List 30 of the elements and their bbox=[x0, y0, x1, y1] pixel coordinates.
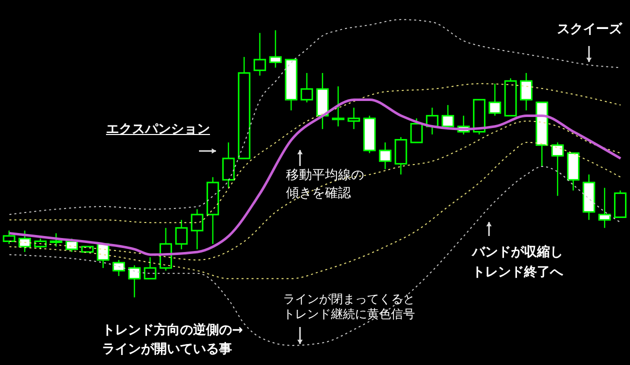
candlestick bbox=[551, 142, 564, 196]
annotation: バンドが収縮し bbox=[472, 245, 563, 261]
annotation: 傾きを確認 bbox=[286, 186, 351, 202]
candlestick bbox=[112, 259, 126, 277]
text: トレンド継続に黄色信号 bbox=[283, 307, 415, 322]
candlestick bbox=[222, 142, 235, 188]
annotation: ラインが閉まってくると bbox=[283, 292, 415, 306]
candlestick bbox=[128, 264, 141, 298]
candlestick bbox=[175, 219, 188, 250]
annotation: トレンド終了へ bbox=[472, 265, 563, 281]
candlestick bbox=[410, 118, 423, 144]
candlestick bbox=[488, 83, 502, 116]
annotation: 移動平均線の bbox=[286, 168, 364, 184]
candlestick bbox=[269, 30, 282, 68]
candlestick bbox=[520, 72, 532, 111]
text: トレンド方向の逆側の→ bbox=[102, 323, 243, 339]
candlestick bbox=[190, 208, 204, 250]
candlestick bbox=[18, 230, 31, 253]
candlestick bbox=[144, 256, 156, 280]
candlestick bbox=[378, 142, 392, 170]
candlestick bbox=[332, 86, 344, 128]
candlestick bbox=[598, 187, 611, 229]
candlestick bbox=[300, 72, 314, 103]
annotation: スクイーズ bbox=[557, 22, 622, 38]
candlestick bbox=[2, 230, 16, 245]
candlestick bbox=[50, 232, 62, 248]
annotation: エクスパンション bbox=[106, 122, 210, 138]
text: ラインが開いている事 bbox=[102, 342, 232, 358]
candlestick bbox=[254, 32, 266, 76]
candlestick bbox=[348, 107, 360, 130]
